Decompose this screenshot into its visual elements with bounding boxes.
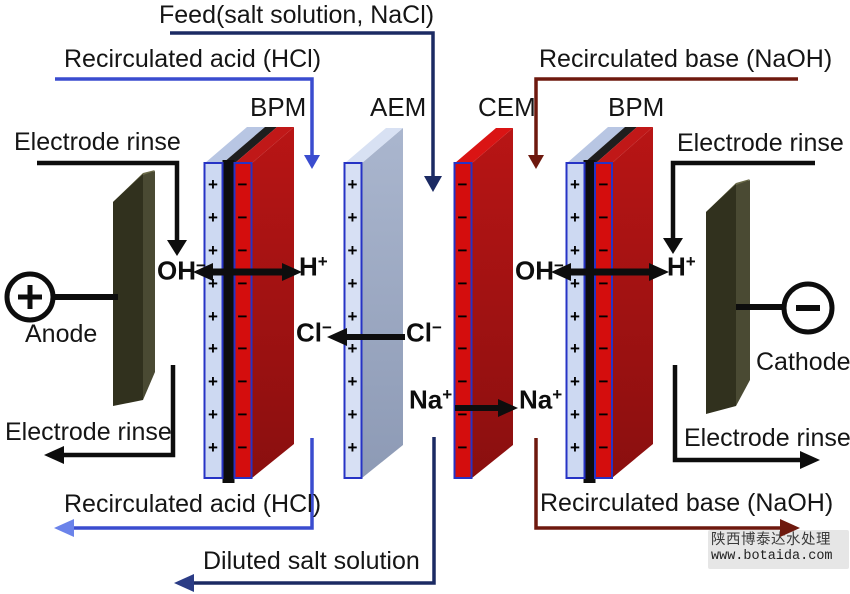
bpm-left-top-anion (205, 127, 265, 163)
bpm-left-minus-charges: − − − − − − − − − (237, 175, 248, 457)
cem-body (472, 128, 513, 478)
electrode-rinse-inlet-right (663, 160, 815, 254)
cathode-electrode (706, 179, 835, 414)
er-outlet-right-arrowhead (800, 451, 820, 469)
sodium-transport-arrow (455, 399, 518, 417)
feed-label: Feed(salt solution, NaCl) (159, 1, 435, 29)
bpm-right-top-cation (596, 127, 653, 163)
bpm-left-anion-strip (203, 162, 224, 479)
anode-label: Anode (25, 320, 98, 348)
oh-arrowhead-left (193, 263, 213, 281)
electrode-rinse-outlet-left (44, 365, 176, 464)
cathode-label: Cathode (756, 348, 850, 376)
membrane-aem (343, 128, 403, 479)
membrane-label-bpm-left: BPM (250, 92, 307, 122)
anode-plate-front (113, 174, 143, 406)
ion-na-left: Na+ (409, 384, 453, 415)
bpm-right-plus-charges: + + + + + + + + + (570, 175, 580, 457)
anode-plate-side (143, 171, 155, 400)
aem-strip (343, 162, 363, 479)
ion-cl-right: Cl− (406, 317, 442, 348)
bpm-right-anion-strip (565, 162, 586, 479)
membrane-bpm-left (203, 127, 294, 483)
water-splitting-arrow-right (551, 263, 669, 281)
acid-outlet-arrow (54, 438, 314, 537)
er-outlet-left-arrowhead (44, 446, 64, 464)
membrane-label-aem: AEM (370, 92, 427, 122)
cem-minus-charges: − − − − − − − − − (457, 175, 468, 457)
cem-strip (453, 162, 473, 479)
ion-na-right: Na+ (519, 384, 563, 415)
na-arrowhead (498, 399, 518, 417)
water-splitting-arrow-left (193, 263, 302, 281)
er-right-arrowhead (663, 238, 683, 254)
aem-body (362, 128, 403, 478)
ion-h-left: H+ (299, 251, 328, 282)
electrode-rinse-top-right-label: Electrode rinse (677, 129, 844, 157)
bpm-left-top-inter (223, 127, 277, 163)
ion-cl-left: Cl− (296, 317, 332, 348)
bpm-right-body (612, 127, 653, 478)
recirculated-base-top-label: Recirculated base (NaOH) (539, 45, 833, 73)
bpm-right-interlayer (583, 160, 596, 483)
bpm-right-cation-strip (594, 162, 613, 479)
electrode-rinse-bottom-left-label: Electrode rinse (5, 418, 172, 446)
feed-arrowhead (424, 176, 442, 192)
base-outlet-arrow (534, 438, 800, 537)
membrane-bpm-right (565, 127, 653, 483)
h-arrowhead-left (282, 263, 302, 281)
recirculated-base-bottom-label: Recirculated base (NaOH) (540, 489, 834, 517)
acid-inlet-arrowhead (304, 155, 320, 169)
base-inlet-arrow (528, 77, 798, 169)
acid-outlet-arrowhead (54, 519, 74, 537)
membrane-label-bpm-right: BPM (608, 92, 665, 122)
bpm-left-body (252, 127, 294, 478)
er-left-arrowhead (167, 240, 187, 256)
bpm-right-top-anion (567, 127, 625, 163)
salt-outlet-arrowhead (174, 574, 194, 592)
cl-arrowhead (327, 328, 347, 346)
electrode-rinse-inlet-left (37, 160, 187, 256)
acid-inlet-arrow (55, 77, 320, 169)
aem-top-face (345, 128, 403, 163)
diluted-salt-outlet-arrow (174, 437, 436, 592)
bpm-left-interlayer (222, 160, 235, 483)
aem-plus-charges: + + + + + + + + + (347, 175, 358, 457)
base-inlet-arrowhead (528, 155, 544, 169)
recirculated-acid-bottom-label: Recirculated acid (HCl) (64, 490, 322, 518)
electrode-rinse-top-left-label: Electrode rinse (14, 128, 181, 156)
electrode-rinse-bottom-right-label: Electrode rinse (684, 424, 850, 452)
cem-top-face (455, 128, 513, 163)
base-outlet-arrowhead (780, 519, 800, 537)
h-arrowhead-right (649, 263, 669, 281)
electrode-rinse-outlet-right (672, 365, 820, 469)
cathode-plate-front (706, 184, 736, 414)
watermark-url: www.botaida.com (711, 549, 833, 565)
cathode-plate-side (736, 180, 750, 406)
ion-oh-left: OH− (157, 255, 206, 286)
oh-arrowhead-right (551, 263, 571, 281)
membrane-label-cem: CEM (478, 92, 536, 122)
bpm-left-plus-charges: + + + + + + + + + (208, 175, 218, 457)
membrane-cem (453, 128, 513, 479)
bpm-right-top-inter (584, 127, 637, 163)
bpm-left-top-cation (235, 127, 294, 163)
bpm-left-cation-strip (233, 162, 253, 479)
watermark: 陕西博泰达水处理 www.botaida.com (708, 530, 849, 569)
diluted-salt-label: Diluted salt solution (203, 547, 420, 575)
watermark-company: 陕西博泰达水处理 (711, 532, 831, 548)
ion-h-right: H+ (667, 251, 696, 282)
bpm-right-minus-charges: − − − − − − − − − (598, 175, 609, 457)
ion-oh-right: OH− (515, 255, 564, 286)
recirculated-acid-top-label: Recirculated acid (HCl) (64, 45, 322, 73)
chloride-transport-arrow (327, 328, 405, 346)
anode-electrode (4, 170, 155, 406)
feed-flow-arrow (170, 31, 442, 192)
